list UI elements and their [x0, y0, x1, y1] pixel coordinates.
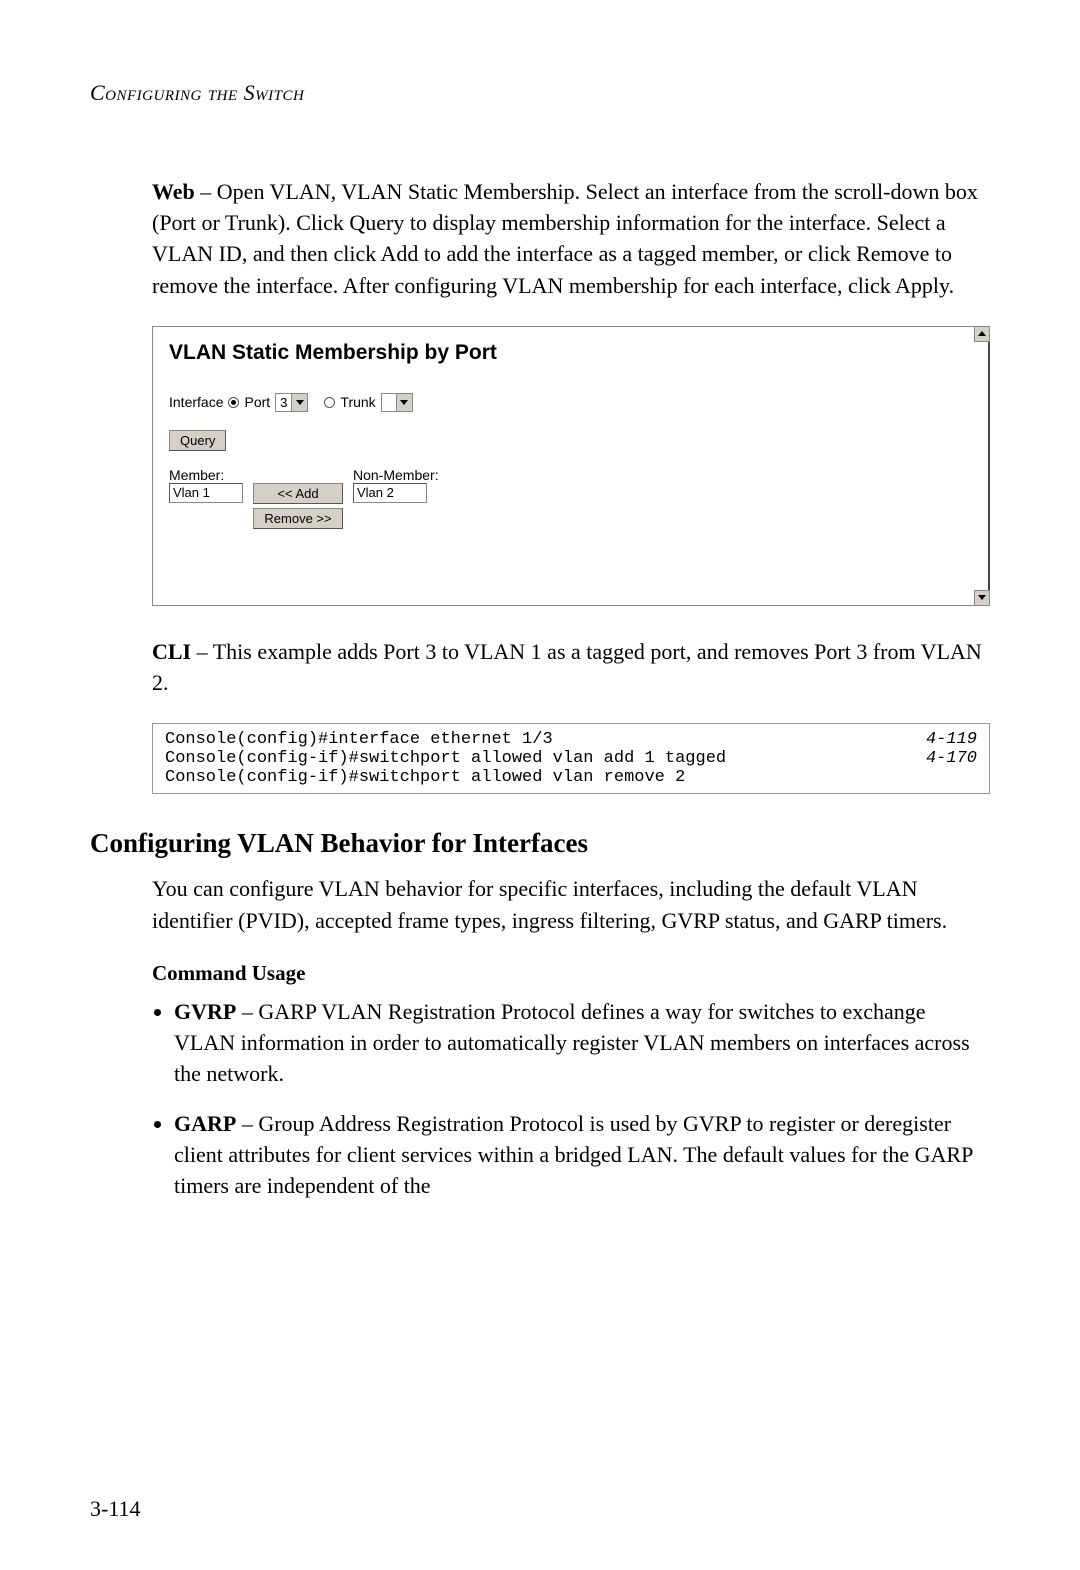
cli-cmd: Console(config)#interface ethernet 1/3: [165, 730, 553, 749]
garp-bold: GARP: [174, 1111, 236, 1136]
screenshot-title: VLAN Static Membership by Port: [169, 341, 972, 365]
cli-cmd: Console(config-if)#switchport allowed vl…: [165, 768, 685, 787]
cli-ref: 4-119: [926, 730, 977, 749]
page-number: 3-114: [90, 1496, 141, 1522]
cli-cmd: Console(config-if)#switchport allowed vl…: [165, 749, 726, 768]
paragraph-web: Web – Open VLAN, VLAN Static Membership.…: [152, 176, 990, 301]
port-radio[interactable]: [228, 397, 239, 408]
cli-text: – This example adds Port 3 to VLAN 1 as …: [152, 639, 982, 695]
trunk-radio[interactable]: [324, 397, 335, 408]
port-dropdown[interactable]: 3: [275, 393, 308, 412]
list-item: GARP – Group Address Registration Protoc…: [174, 1108, 990, 1202]
trunk-dropdown[interactable]: [381, 393, 413, 412]
command-usage-heading: Command Usage: [152, 961, 990, 986]
cli-bold: CLI: [152, 639, 191, 664]
port-label: Port: [244, 394, 270, 410]
garp-text: – Group Address Registration Protocol is…: [174, 1111, 973, 1198]
trunk-label: Trunk: [340, 394, 375, 410]
web-bold: Web: [152, 179, 195, 204]
add-button[interactable]: << Add: [253, 483, 343, 504]
page-header: Configuring the Switch: [90, 80, 990, 106]
vlan-screenshot: VLAN Static Membership by Port Interface…: [152, 326, 990, 606]
nonmember-label: Non-Member:: [353, 467, 439, 483]
port-value: 3: [276, 395, 291, 410]
chevron-down-icon[interactable]: [396, 394, 412, 411]
paragraph-cli: CLI – This example adds Port 3 to VLAN 1…: [152, 636, 990, 698]
cli-ref: 4-170: [926, 749, 977, 768]
chevron-down-icon[interactable]: [291, 394, 307, 411]
member-label: Member:: [169, 467, 243, 483]
interface-label: Interface: [169, 394, 223, 410]
paragraph-behavior: You can configure VLAN behavior for spec…: [152, 873, 990, 935]
web-text: – Open VLAN, VLAN Static Membership. Sel…: [152, 179, 978, 298]
gvrp-text: – GARP VLAN Registration Protocol define…: [174, 999, 970, 1086]
list-item: GVRP – GARP VLAN Registration Protocol d…: [174, 996, 990, 1090]
remove-button[interactable]: Remove >>: [253, 508, 343, 529]
bullet-list: GVRP – GARP VLAN Registration Protocol d…: [152, 996, 990, 1201]
gvrp-bold: GVRP: [174, 999, 236, 1024]
section-heading: Configuring VLAN Behavior for Interfaces: [90, 828, 990, 859]
nonmember-listbox[interactable]: Vlan 2: [353, 483, 427, 503]
member-listbox[interactable]: Vlan 1: [169, 483, 243, 503]
query-button[interactable]: Query: [169, 430, 226, 451]
cli-code-block: Console(config)#interface ethernet 1/3 4-…: [152, 723, 990, 794]
